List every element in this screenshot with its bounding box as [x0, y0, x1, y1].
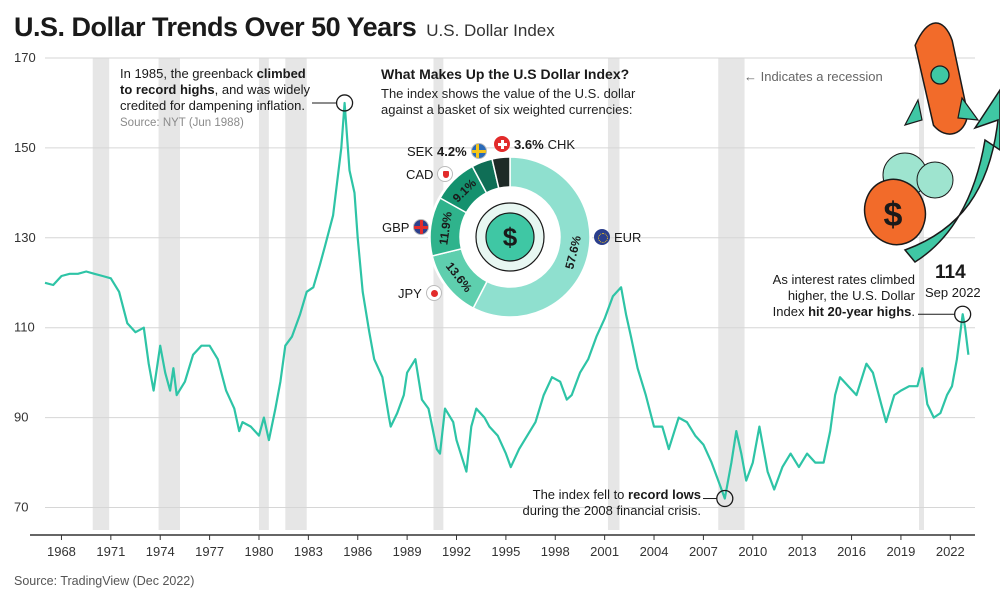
y-tick-label: 90 [14, 410, 28, 425]
x-tick-label: 2016 [837, 544, 866, 559]
currency-code: JPY [398, 285, 422, 301]
title-row: U.S. Dollar Trends Over 50 Years U.S. Do… [14, 12, 555, 43]
currency-label-eur: EUR [594, 229, 641, 245]
currency-percent: 4.2% [437, 143, 467, 159]
smoke-cloud [916, 161, 954, 199]
rocket-window [930, 65, 950, 85]
x-tick-label: 1998 [541, 544, 570, 559]
annotation-2022-text-end: . [911, 304, 915, 319]
annotation-2022-text: As interest rates climbed higher, the U.… [772, 272, 915, 319]
donut-slice-chk [491, 156, 511, 190]
x-axis-ticks: 1968 1971 1974 1977 1980 1983 1986 1989 1992 1995… [47, 535, 965, 559]
annotation-1985-source: Source: NYT (Jun 1988) [120, 117, 244, 129]
x-tick-label: 2010 [738, 544, 767, 559]
x-tick-label: 1980 [245, 544, 274, 559]
x-tick-label: 2019 [886, 544, 915, 559]
eu-flag-icon [594, 229, 610, 245]
recession-band [158, 58, 180, 530]
composition-subtitle: The index shows the value of the U.S. do… [381, 86, 636, 117]
latest-value: 114 [935, 262, 966, 283]
dollar-sign-icon: $ [884, 196, 903, 234]
composition-donut: 57.6%13.6%11.9%9.1%$ [428, 155, 592, 319]
annotation-1985-bold: climbed to record highs [120, 66, 306, 97]
x-tick-label: 1974 [146, 544, 175, 559]
recession-legend: ← Indicates a recession [744, 69, 883, 84]
recession-band [919, 58, 924, 530]
donut-slice-eur [472, 156, 591, 318]
x-tick-label: 1986 [343, 544, 372, 559]
x-tick-label: 1977 [195, 544, 224, 559]
rocket-fin [903, 98, 923, 126]
annotation-2008-text: The index fell to [532, 487, 629, 502]
canada-flag-icon [437, 166, 454, 182]
dollar-sign-icon: $ [503, 222, 518, 252]
x-tick-label: 1983 [294, 544, 323, 559]
currency-code: EUR [614, 229, 642, 245]
recession-band [92, 58, 110, 530]
rocket-illustration: $ [863, 22, 1000, 263]
annotation-2022-bold: hit 20-year highs [808, 304, 912, 319]
chart-subtitle: U.S. Dollar Index [426, 21, 555, 40]
currency-code: SEK [407, 143, 434, 159]
x-tick-label: 1968 [47, 544, 76, 559]
annotation-2008: The index fell to record lows during the… [496, 487, 702, 519]
x-tick-label: 1992 [442, 544, 471, 559]
x-tick-label: 1989 [393, 544, 422, 559]
annotation-2008-text-end: during the 2008 financial crisis. [522, 503, 702, 518]
y-tick-label: 170 [14, 50, 36, 65]
x-tick-label: 2013 [788, 544, 817, 559]
annotation-markers [312, 94, 972, 508]
rocket-fin [957, 96, 980, 121]
currency-label-gbp: GBP [382, 219, 430, 235]
sweden-flag-icon [470, 143, 487, 159]
chart-title: U.S. Dollar Trends Over 50 Years [14, 12, 417, 42]
currency-code: GBP [382, 219, 410, 235]
annotation-1985-text: In 1985, the greenback [120, 66, 257, 81]
currency-label-jpy: JPY [398, 285, 442, 301]
recession-band [258, 58, 269, 530]
composition-title: What Makes Up the U.S Dollar Index? [381, 66, 630, 82]
recession-band [285, 58, 307, 530]
currency-label-sek: SEK 4.2% [407, 143, 487, 159]
source-note: Source: TradingView (Dec 2022) [14, 574, 195, 588]
japan-flag-icon [425, 285, 442, 301]
currency-code: CAD [406, 166, 434, 182]
dollar-coin-icon [863, 178, 927, 246]
x-tick-label: 2004 [640, 544, 669, 559]
currency-code: CHK [547, 136, 576, 152]
annotation-1985-text-end: , and was widely credited for dampening … [120, 82, 311, 113]
annotation-1985: In 1985, the greenback climbed to record… [120, 66, 320, 131]
y-tick-label: 150 [14, 140, 36, 155]
currency-percent: 3.6% [514, 136, 544, 152]
swoosh-arrow-icon [903, 88, 1000, 263]
switzerland-flag-icon [494, 136, 510, 152]
x-tick-label: 1971 [96, 544, 125, 559]
latest-date: Sep 2022 [925, 285, 981, 300]
y-tick-label: 110 [14, 320, 35, 335]
dollar-index-line [44, 101, 970, 500]
y-tick-label: 130 [14, 230, 36, 245]
x-tick-label: 1995 [491, 544, 520, 559]
donut-slice-label: 11.9% [436, 210, 454, 245]
currency-label-chk: 3.6% CHK [494, 136, 575, 152]
currency-label-cad: CAD [406, 166, 454, 182]
y-tick-label: 70 [14, 500, 28, 515]
x-tick-label: 2007 [689, 544, 718, 559]
uk-flag-icon [413, 219, 430, 235]
annotation-2022: As interest rates climbed higher, the U.… [755, 272, 915, 320]
x-tick-label: 2001 [590, 544, 619, 559]
annotation-2008-bold: record lows [628, 487, 701, 502]
x-tick-label: 2022 [936, 544, 965, 559]
y-axis-ticks: 70 90 110 130 150 170 [14, 50, 36, 515]
coin-face [485, 212, 535, 262]
